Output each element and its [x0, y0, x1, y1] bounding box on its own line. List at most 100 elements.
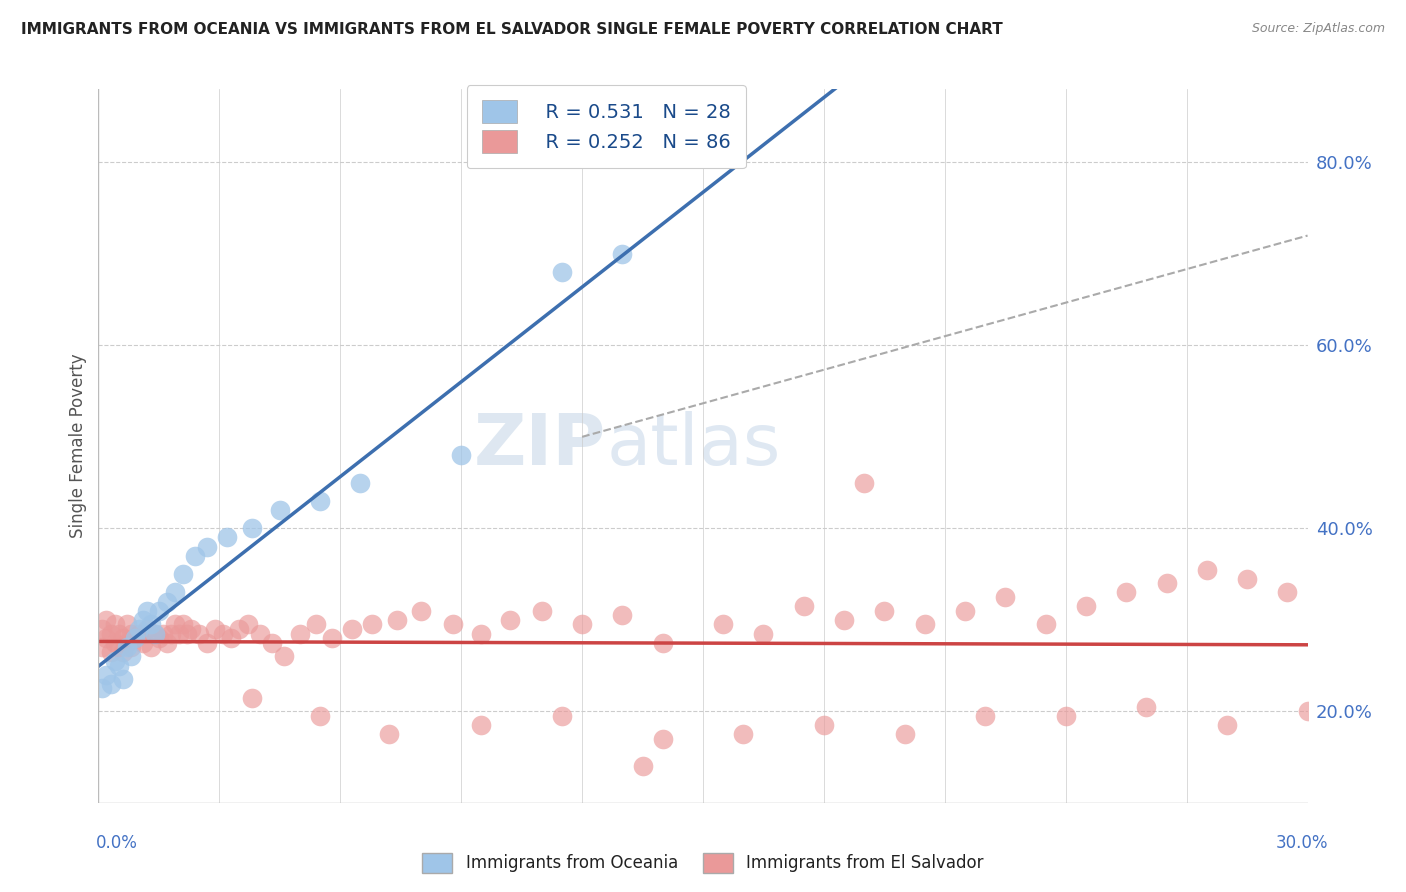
Point	[631, 759, 654, 773]
Point	[1216, 718, 1239, 732]
Point	[273, 649, 295, 664]
Text: IMMIGRANTS FROM OCEANIA VS IMMIGRANTS FROM EL SALVADOR SINGLE FEMALE POVERTY COR: IMMIGRANTS FROM OCEANIA VS IMMIGRANTS FR…	[21, 22, 1002, 37]
Point	[163, 617, 186, 632]
Point	[953, 604, 976, 618]
Y-axis label: Single Female Poverty: Single Female Poverty	[69, 354, 87, 538]
Point	[269, 503, 291, 517]
Point	[1054, 709, 1077, 723]
Point	[498, 613, 520, 627]
Point	[309, 494, 332, 508]
Point	[470, 718, 492, 732]
Point	[385, 613, 408, 627]
Point	[103, 617, 125, 632]
Point	[893, 727, 915, 741]
Point	[152, 626, 174, 640]
Point	[96, 667, 118, 681]
Point	[236, 617, 259, 632]
Point	[100, 626, 122, 640]
Point	[115, 636, 138, 650]
Point	[221, 631, 243, 645]
Point	[111, 673, 134, 687]
Point	[120, 626, 142, 640]
Point	[148, 604, 170, 618]
Point	[240, 690, 263, 705]
Point	[139, 617, 162, 632]
Point	[873, 604, 896, 618]
Point	[156, 636, 179, 650]
Point	[530, 604, 553, 618]
Point	[124, 631, 146, 645]
Point	[143, 626, 166, 640]
Point	[377, 727, 399, 741]
Text: atlas: atlas	[606, 411, 780, 481]
Point	[172, 617, 194, 632]
Point	[1277, 585, 1299, 599]
Point	[107, 626, 129, 640]
Point	[1195, 562, 1218, 576]
Point	[321, 631, 343, 645]
Point	[143, 626, 166, 640]
Text: 30.0%: 30.0%	[1277, 834, 1329, 852]
Point	[160, 626, 183, 640]
Point	[184, 549, 207, 563]
Point	[120, 640, 142, 655]
Point	[1135, 699, 1157, 714]
Point	[111, 645, 134, 659]
Point	[349, 475, 371, 490]
Point	[107, 658, 129, 673]
Point	[974, 709, 997, 723]
Point	[651, 731, 673, 746]
Point	[103, 654, 125, 668]
Point	[752, 626, 775, 640]
Point	[260, 636, 283, 650]
Point	[115, 617, 138, 632]
Point	[91, 640, 114, 655]
Point	[612, 608, 634, 623]
Legend: Immigrants from Oceania, Immigrants from El Salvador: Immigrants from Oceania, Immigrants from…	[416, 847, 990, 880]
Point	[1156, 576, 1178, 591]
Point	[240, 521, 263, 535]
Point	[212, 626, 235, 640]
Point	[172, 567, 194, 582]
Point	[853, 475, 876, 490]
Point	[994, 590, 1017, 604]
Point	[135, 604, 157, 618]
Text: 0.0%: 0.0%	[96, 834, 138, 852]
Point	[1035, 617, 1057, 632]
Point	[115, 640, 138, 655]
Point	[91, 622, 114, 636]
Point	[1236, 572, 1258, 586]
Point	[100, 677, 122, 691]
Point	[914, 617, 936, 632]
Point	[96, 631, 118, 645]
Point	[571, 617, 593, 632]
Point	[1296, 704, 1319, 718]
Point	[470, 626, 492, 640]
Point	[309, 709, 332, 723]
Point	[132, 613, 155, 627]
Point	[111, 631, 134, 645]
Point	[228, 622, 250, 636]
Point	[288, 626, 311, 640]
Point	[167, 626, 190, 640]
Point	[711, 617, 734, 632]
Point	[217, 531, 239, 545]
Point	[128, 622, 150, 636]
Point	[551, 709, 574, 723]
Point	[195, 540, 218, 554]
Point	[305, 617, 328, 632]
Point	[651, 636, 673, 650]
Text: ZIP: ZIP	[474, 411, 606, 481]
Point	[139, 640, 162, 655]
Point	[103, 636, 125, 650]
Point	[249, 626, 271, 640]
Point	[1115, 585, 1137, 599]
Point	[793, 599, 815, 613]
Point	[832, 613, 855, 627]
Point	[1074, 599, 1097, 613]
Point	[813, 718, 835, 732]
Point	[120, 649, 142, 664]
Point	[96, 613, 118, 627]
Point	[156, 594, 179, 608]
Point	[733, 727, 755, 741]
